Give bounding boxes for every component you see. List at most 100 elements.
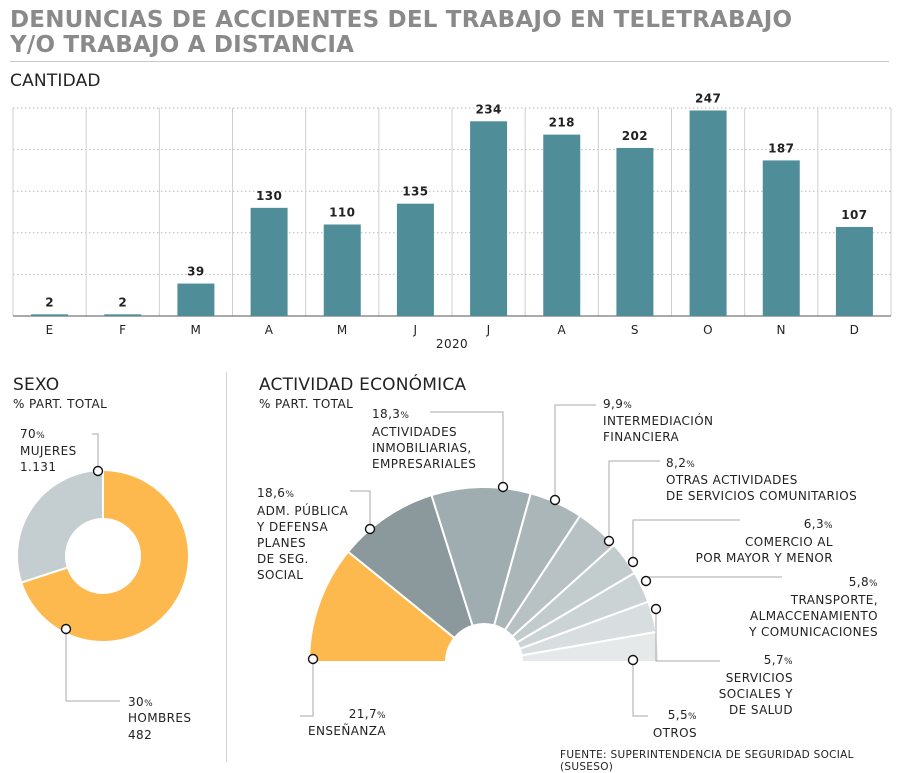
callout-line	[632, 660, 648, 717]
bar-value-label: 234	[475, 102, 501, 116]
callout-line	[65, 629, 120, 702]
callout-line	[632, 519, 740, 562]
bar-value-label: 130	[256, 189, 282, 203]
activity-marker	[603, 535, 615, 547]
bar-value-label: 2	[45, 295, 54, 309]
activity-semicircle-chart: 21,7% ENSEÑANZA 18,6% ADM. PÚBLICA Y DEFENSA…	[256, 397, 878, 740]
x-tick-label: N	[777, 323, 786, 337]
bar-value-label: 187	[768, 141, 794, 155]
activity-category-label: SERVICIOS	[726, 671, 793, 685]
activity-category-label: ALMACCENAMIENTO	[750, 609, 878, 623]
activity-percent: 21,7%	[349, 707, 386, 721]
mujeres-count: 1.131	[20, 460, 56, 474]
mujeres-label: MUJERES	[20, 444, 77, 458]
bar	[31, 314, 69, 316]
bar	[470, 121, 508, 316]
bar	[616, 147, 654, 316]
section-divider	[226, 372, 227, 762]
bar-value-label: 202	[622, 129, 648, 143]
bar-value-label: 110	[329, 205, 355, 219]
sex-section-title: SEXO	[13, 375, 60, 395]
activity-percent: 18,6%	[257, 486, 294, 500]
activity-section-subtitle: % PART. TOTAL	[259, 397, 354, 411]
bar-chart: 2 E 2 F 39 M 130 A 110 M 135 J 234 J 218 A 202 S 247 O 187 N 1…	[12, 91, 892, 351]
bar-value-label: 247	[695, 91, 721, 105]
x-tick-label: J	[412, 323, 417, 337]
activity-percent: 8,2%	[666, 456, 695, 470]
callout-line	[430, 411, 504, 487]
title-line-2: Y/O TRABAJO A DISTANCIA	[10, 32, 355, 58]
activity-percent: 5,7%	[764, 653, 793, 667]
activity-percent: 5,5%	[668, 708, 697, 722]
callout-line	[350, 490, 371, 529]
hombres-label: HOMBRES	[128, 711, 191, 725]
bar	[689, 110, 727, 316]
bar	[762, 160, 800, 316]
activity-category-label: OTRAS ACTIVIDADES	[666, 473, 798, 487]
activity-percent: 18,3%	[372, 407, 409, 421]
activity-slice	[307, 550, 456, 663]
bar-value-label: 39	[187, 265, 205, 279]
activity-category-label: Y DEFENSA	[256, 520, 328, 534]
activity-category-label: COMERCIO AL	[745, 535, 833, 549]
activity-category-label: PLANES	[257, 536, 306, 550]
donut-slice	[19, 468, 190, 643]
activity-percent: 9,9%	[603, 397, 632, 411]
activity-category-label: DE SALUD	[729, 703, 793, 717]
activity-category-label: INMOBILIARIAS,	[372, 441, 472, 455]
bar-value-label: 2	[118, 295, 127, 309]
x-tick-label: F	[119, 323, 126, 337]
mujeres-percent: 70%	[20, 427, 45, 441]
sex-section-subtitle: % PART. TOTAL	[13, 397, 108, 411]
activity-category-label: DE SEG.	[257, 552, 309, 566]
activity-marker	[497, 481, 509, 493]
activity-marker	[650, 603, 662, 615]
bar	[396, 203, 434, 316]
activity-marker	[364, 523, 376, 535]
activity-category-label: FINANCIERA	[603, 430, 680, 444]
x-tick-label: E	[46, 323, 54, 337]
bar	[835, 226, 873, 316]
activity-category-label: ADM. PÚBLICA	[257, 503, 349, 518]
activity-category-label: SOCIAL	[257, 568, 303, 582]
activity-category-label: INTERMEDIACIÓN	[603, 413, 713, 428]
x-tick-label: J	[486, 323, 491, 337]
activity-category-label: ENSEÑANZA	[308, 723, 386, 738]
activity-marker	[640, 575, 652, 587]
x-tick-label: S	[631, 323, 639, 337]
bar	[250, 207, 288, 316]
activity-section-title: ACTIVIDAD ECONÓMICA	[259, 375, 467, 395]
activity-marker	[627, 556, 639, 568]
activity-category-label: OTROS	[653, 726, 697, 740]
activity-slice	[520, 630, 661, 663]
activity-percent: 6,3%	[804, 517, 833, 531]
callout-line	[608, 460, 660, 541]
activity-marker	[549, 494, 561, 506]
x-tick-label: O	[703, 323, 713, 337]
activity-category-label: TRANSPORTE,	[790, 593, 878, 607]
callout-line	[92, 433, 99, 471]
chart-title: DENUNCIAS DE ACCIDENTES DEL TRABAJO EN T…	[10, 8, 792, 58]
bar-value-label: 107	[841, 208, 867, 222]
x-tick-label: M	[191, 323, 202, 337]
activity-marker	[627, 654, 639, 666]
activity-marker	[307, 653, 319, 665]
activity-category-label: ACTIVIDADES	[372, 425, 457, 439]
x-axis-label: 2020	[436, 337, 468, 351]
callout-line	[300, 659, 314, 717]
donut-marker	[92, 465, 104, 477]
activity-slice	[346, 493, 474, 640]
sex-donut-chart: 70% MUJERES 1.131 30% HOMBRES 482	[16, 427, 191, 742]
bar	[177, 283, 215, 316]
callout-line	[645, 576, 782, 581]
donut-slice	[16, 468, 104, 584]
bar-value-label: 135	[402, 185, 428, 199]
title-divider	[10, 61, 889, 62]
activity-category-label: POR MAYOR Y MENOR	[696, 551, 833, 565]
x-tick-label: D	[850, 323, 860, 337]
activity-category-label: Y COMUNICACIONES	[748, 625, 878, 639]
hombres-count: 482	[128, 728, 152, 742]
activity-slice	[430, 486, 532, 628]
bar	[323, 224, 361, 316]
activity-category-label: EMPRESARIALES	[372, 457, 476, 471]
